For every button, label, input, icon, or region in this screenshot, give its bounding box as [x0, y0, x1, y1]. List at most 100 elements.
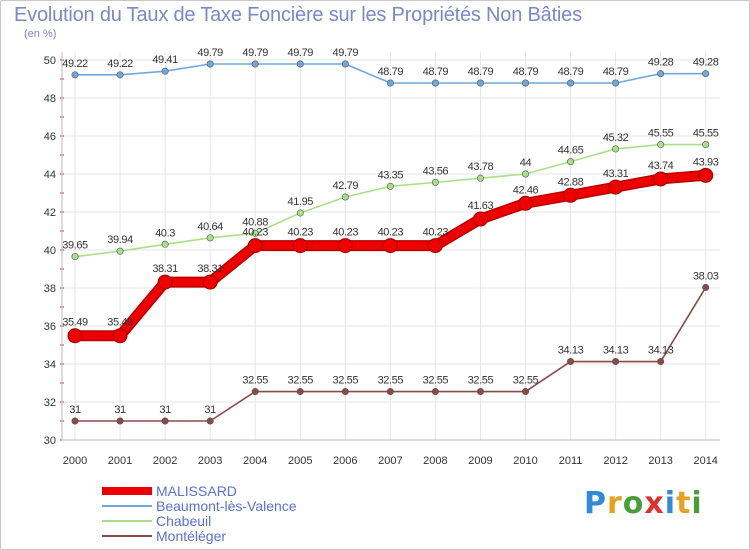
data-label: 43.74 [648, 160, 674, 172]
y-tick-label: 42 [44, 207, 56, 219]
data-point [337, 238, 353, 254]
data-point [251, 60, 259, 68]
x-tick-label: 2003 [198, 455, 222, 467]
data-label: 45.55 [648, 128, 674, 140]
data-point [472, 211, 488, 227]
legend-swatch [102, 535, 152, 537]
data-point [427, 238, 443, 254]
data-label: 38.31 [152, 263, 178, 275]
x-tick-label: 2008 [423, 455, 447, 467]
y-tick-label: 40 [44, 245, 56, 257]
logo-letter: x [644, 486, 665, 521]
data-point [206, 60, 214, 68]
data-point [476, 79, 484, 87]
data-label: 48.79 [378, 66, 404, 78]
data-point [431, 178, 439, 186]
data-label: 34.13 [603, 345, 629, 357]
data-label: 45.55 [693, 128, 719, 140]
data-point [296, 209, 304, 217]
data-label: 49.79 [242, 47, 268, 59]
data-point [612, 79, 620, 87]
legend-label: MALISSARD [156, 483, 237, 499]
data-point [567, 158, 575, 166]
data-label: 42.46 [513, 184, 539, 196]
data-point [251, 229, 259, 237]
data-label: 48.79 [603, 66, 629, 78]
data-label: 43.78 [468, 161, 494, 173]
data-label: 31 [114, 404, 126, 416]
data-label: 40.88 [242, 216, 268, 228]
data-label: 34.13 [558, 345, 584, 357]
data-point [161, 240, 169, 248]
x-tick-label: 2014 [693, 455, 717, 467]
data-point [382, 238, 398, 254]
data-point [612, 145, 620, 153]
data-point [116, 417, 124, 425]
data-point [67, 328, 83, 344]
data-label: 40.23 [423, 227, 449, 239]
data-label: 49.22 [62, 58, 88, 70]
x-tick-label: 2006 [333, 455, 357, 467]
y-tick-label: 36 [44, 321, 56, 333]
line-chart: 30 32 34 36 38 40 42 44 46 48 50 2000 2001 2002 2003 20… [44, 47, 720, 467]
y-tick-label: 48 [44, 93, 56, 105]
data-point [386, 388, 394, 396]
data-point [71, 71, 79, 79]
logo-letter: o [622, 486, 645, 521]
data-point [206, 417, 214, 425]
legend-swatch [102, 520, 152, 522]
x-tick-label: 2013 [648, 455, 672, 467]
data-label: 32.55 [378, 375, 404, 387]
data-point [702, 141, 710, 149]
data-point [247, 238, 263, 254]
chart-title: Evolution du Taux de Taxe Foncière sur l… [14, 4, 582, 26]
data-label: 43.56 [423, 165, 449, 177]
data-point [161, 67, 169, 75]
data-label: 42.88 [558, 176, 584, 188]
data-label: 32.55 [242, 375, 268, 387]
data-label: 40.23 [287, 227, 313, 239]
data-point [386, 79, 394, 87]
data-point [386, 182, 394, 190]
data-label: 40.23 [378, 227, 404, 239]
chart-subtitle: (en %) [24, 28, 57, 40]
logo-letter: t [676, 486, 692, 521]
logo-letter: P [584, 486, 607, 521]
x-tick-label: 2012 [603, 455, 627, 467]
data-label: 32.55 [468, 375, 494, 387]
data-label: 40.3 [155, 227, 175, 239]
data-point [296, 388, 304, 396]
data-label: 35.49 [107, 317, 133, 329]
data-label: 49.79 [287, 47, 313, 59]
data-point [567, 358, 575, 366]
data-point [657, 70, 665, 78]
data-point [202, 274, 218, 290]
logo-letter: i [691, 486, 703, 521]
data-label: 41.63 [468, 200, 494, 212]
legend-swatch [102, 505, 152, 507]
data-point [116, 71, 124, 79]
y-tick-label: 38 [44, 283, 56, 295]
data-label: 48.79 [513, 66, 539, 78]
data-label: 40.23 [333, 227, 359, 239]
legend-label: Montéléger [156, 528, 227, 544]
x-tick-label: 2011 [559, 455, 583, 467]
legend-swatch [102, 487, 152, 495]
data-label: 39.65 [62, 240, 88, 252]
data-point [161, 417, 169, 425]
data-label: 34.13 [648, 345, 674, 357]
y-tick-label: 44 [44, 169, 56, 181]
data-label: 44.65 [558, 145, 584, 157]
data-point [521, 170, 529, 178]
x-tick-label: 2002 [153, 455, 177, 467]
data-label: 40.23 [242, 227, 268, 239]
data-point [653, 171, 669, 187]
data-label: 31 [69, 404, 81, 416]
data-point [521, 79, 529, 87]
x-tick-label: 2010 [513, 455, 537, 467]
data-label: 35.49 [62, 317, 88, 329]
y-tick-label: 50 [44, 55, 56, 67]
data-label: 45.32 [603, 132, 629, 144]
data-point [157, 274, 173, 290]
